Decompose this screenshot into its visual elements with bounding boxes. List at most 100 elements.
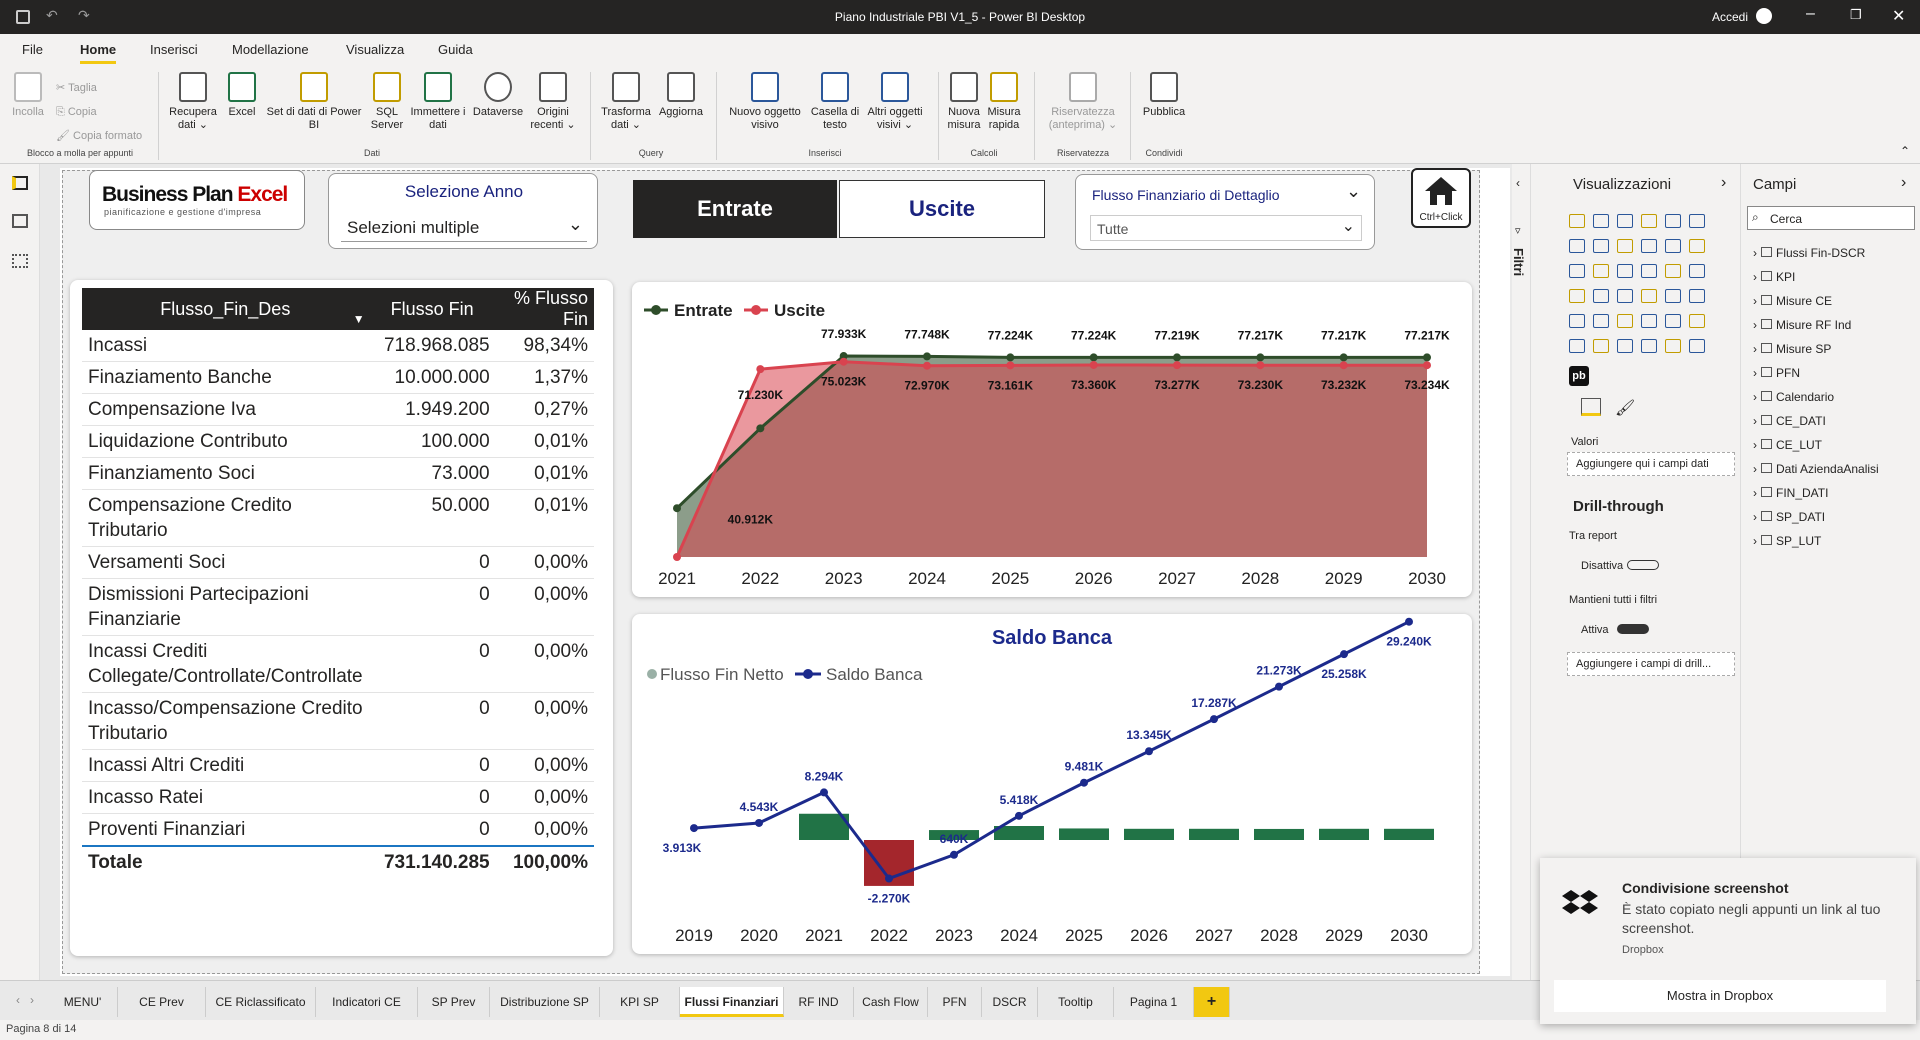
line-saldo-banca[interactable] [693, 620, 1410, 881]
data-view-icon[interactable] [12, 214, 28, 228]
field-table-item[interactable]: › FIN_DATI [1753, 486, 1828, 500]
visual-type-icon[interactable] [1593, 314, 1609, 328]
table-row[interactable]: Versamenti Soci 0 0,00% [82, 546, 594, 579]
bar-flusso-fin-netto[interactable] [1059, 828, 1109, 840]
visual-type-icon[interactable] [1617, 264, 1633, 278]
new-measure-button[interactable]: Nuova misura [944, 72, 984, 132]
visual-type-icon[interactable] [1689, 239, 1705, 253]
visual-type-icon[interactable] [1617, 339, 1633, 353]
dataverse-button[interactable]: Dataverse [468, 72, 528, 119]
menu-insert[interactable]: Inserisci [150, 42, 198, 57]
visual-type-icon[interactable] [1569, 314, 1585, 328]
uscite-button[interactable]: Uscite [839, 180, 1045, 238]
point-saldo-banca[interactable] [690, 824, 698, 833]
table-row[interactable]: Incasso/Compensazione Credito Tributario… [82, 692, 594, 750]
new-visual-button[interactable]: Nuovo oggetto visivo [722, 72, 808, 132]
bar-flusso-fin-netto[interactable] [1254, 828, 1304, 840]
cross-report-toggle[interactable] [1627, 560, 1659, 570]
point-entrate[interactable] [1173, 353, 1181, 362]
visual-type-icon[interactable] [1641, 339, 1657, 353]
point-uscite[interactable] [1423, 361, 1431, 370]
table-row[interactable]: Proventi Finanziari 0 0,00% [82, 813, 594, 847]
more-visuals-button[interactable]: Altri oggetti visivi ⌄ [862, 72, 928, 132]
sensitivity-button[interactable]: Riservatezza (anteprima) ⌄ [1042, 72, 1124, 132]
table-row[interactable]: Finaziamento Banche 10.000.000 1,37% [82, 361, 594, 394]
visual-type-icon[interactable] [1617, 289, 1633, 303]
visual-type-icon[interactable] [1641, 214, 1657, 228]
field-table-item[interactable]: › Dati AziendaAnalisi [1753, 462, 1879, 476]
visual-type-icon[interactable] [1641, 289, 1657, 303]
table-row[interactable]: Dismissioni Partecipazioni Finanziarie 0 0… [82, 578, 594, 636]
year-slicer-dropdown[interactable]: Selezioni multiple ⌄ [341, 212, 587, 242]
point-uscite[interactable] [1006, 361, 1015, 370]
point-uscite[interactable] [1173, 361, 1181, 370]
bar-flusso-fin-netto[interactable] [929, 830, 979, 840]
point-entrate[interactable] [1089, 353, 1098, 362]
page-tab-dscr[interactable]: DSCR [982, 987, 1038, 1017]
point-saldo-banca[interactable] [820, 788, 828, 797]
entrate-uscite-chart[interactable]: Entrate Uscite 40.912K 77.933K 77.748K 77.224… [632, 282, 1472, 597]
chevron-left-icon[interactable]: ‹ [16, 993, 20, 1007]
field-table-item[interactable]: › PFN [1753, 366, 1800, 380]
legend-label[interactable]: Entrate [674, 301, 733, 320]
visual-type-icon[interactable] [1641, 314, 1657, 328]
visual-type-icon[interactable] [1617, 214, 1633, 228]
field-table-item[interactable]: › KPI [1753, 270, 1795, 284]
publish-button[interactable]: Pubblica [1136, 72, 1192, 119]
page-tab-pfn[interactable]: PFN [928, 987, 982, 1017]
field-table-item[interactable]: › Calendario [1753, 390, 1834, 404]
table-row[interactable]: Incassi Crediti Collegate/Controllate/Co… [82, 635, 594, 693]
fields-tab-icon[interactable] [1581, 398, 1601, 416]
point-saldo-banca[interactable] [1340, 650, 1348, 659]
point-entrate[interactable] [1006, 353, 1015, 362]
page-tab-rf-ind[interactable]: RF IND [784, 987, 854, 1017]
flow-detail-dropdown[interactable]: Tutte ⌄ [1090, 215, 1362, 241]
visual-type-icon[interactable] [1569, 289, 1585, 303]
field-table-item[interactable]: › Flussi Fin-DSCR [1753, 246, 1865, 260]
visual-type-icon[interactable] [1689, 289, 1705, 303]
field-table-item[interactable]: › CE_DATI [1753, 414, 1826, 428]
saldo-banca-chart[interactable]: Saldo Banca Flusso Fin Netto Saldo Banca 3.… [632, 614, 1472, 954]
line-uscite[interactable] [675, 360, 1428, 558]
page-tab-flussi-finanziari[interactable]: Flussi Finanziari [680, 987, 784, 1017]
point-entrate[interactable] [1423, 353, 1431, 362]
quick-measure-button[interactable]: Misura rapida [984, 72, 1024, 132]
visual-type-icon[interactable] [1689, 339, 1705, 353]
bar-flusso-fin-netto[interactable] [799, 813, 849, 840]
page-tab-[interactable]: + [1194, 987, 1230, 1017]
point-entrate[interactable] [839, 352, 848, 361]
refresh-button[interactable]: Aggiorna [656, 72, 706, 119]
point-saldo-banca[interactable] [1210, 715, 1218, 724]
col-header-pct[interactable]: % Flusso Fin [495, 288, 594, 330]
point-entrate[interactable] [1339, 353, 1348, 362]
table-row[interactable]: Compensazione Credito Tributario 50.000 0,… [82, 489, 594, 547]
chevron-down-icon[interactable]: ⌄ [1346, 181, 1362, 201]
table-row[interactable]: Incasso Ratei 0 0,00% [82, 781, 594, 814]
get-data-button[interactable]: Recupera dati ⌄ [166, 72, 220, 132]
cut-button[interactable]: ✂ Taglia [56, 82, 97, 94]
visual-type-icon[interactable] [1593, 339, 1609, 353]
visual-type-icon[interactable] [1593, 214, 1609, 228]
visual-type-icon[interactable] [1569, 264, 1585, 278]
year-slicer[interactable]: Selezione Anno Selezioni multiple ⌄ [328, 173, 598, 249]
table-row[interactable]: Compensazione Iva 1.949.200 0,27% [82, 393, 594, 426]
visual-type-icon[interactable] [1665, 239, 1681, 253]
excel-button[interactable]: Excel [224, 72, 260, 119]
point-uscite[interactable] [1256, 361, 1265, 370]
bar-flusso-fin-netto[interactable] [1319, 828, 1369, 840]
visual-type-icon[interactable] [1641, 239, 1657, 253]
textbox-button[interactable]: Casella di testo [808, 72, 862, 132]
model-view-icon[interactable] [12, 254, 28, 268]
point-uscite[interactable] [923, 361, 931, 370]
visual-type-icon[interactable] [1665, 264, 1681, 278]
page-tab-menu[interactable]: MENU' [48, 987, 118, 1017]
collapse-ribbon-icon[interactable]: ⌃ [1900, 144, 1911, 158]
save-icon[interactable] [16, 10, 30, 24]
visual-type-icon[interactable] [1617, 314, 1633, 328]
page-tab-sp-prev[interactable]: SP Prev [418, 987, 490, 1017]
visual-type-icon[interactable] [1665, 339, 1681, 353]
visual-type-icon[interactable] [1593, 239, 1609, 253]
menu-help[interactable]: Guida [438, 42, 473, 57]
page-tab-kpi-sp[interactable]: KPI SP [600, 987, 680, 1017]
legend-label[interactable]: Saldo Banca [826, 665, 923, 684]
